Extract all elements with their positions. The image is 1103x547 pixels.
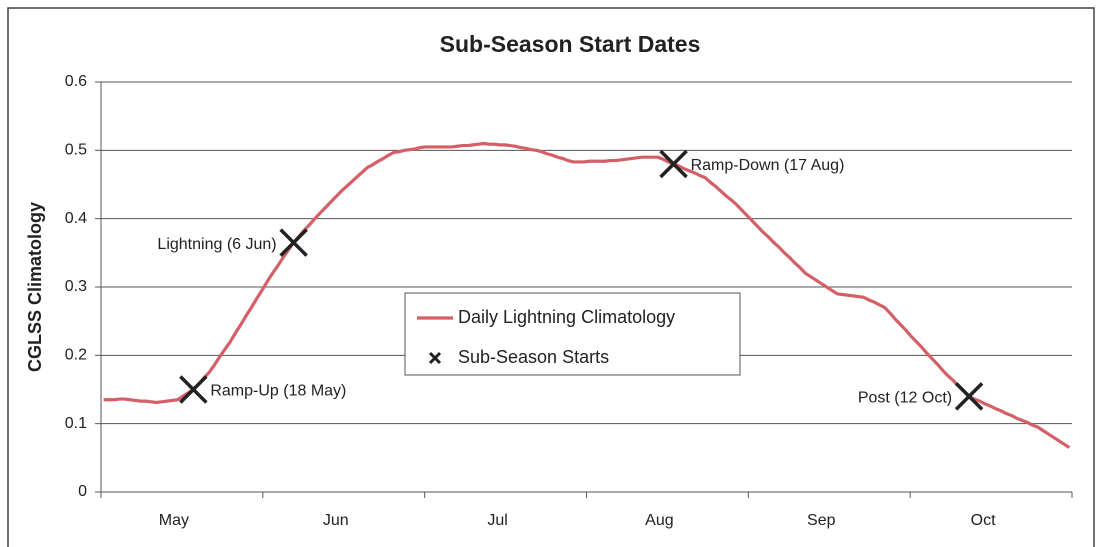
x-tick-label: Sep — [807, 512, 836, 529]
x-tick-label: Oct — [971, 512, 996, 529]
y-tick-label: 0 — [78, 483, 87, 500]
x-tick-label: May — [159, 512, 189, 529]
x-tick-label: Jul — [487, 512, 507, 529]
y-tick-label: 0.5 — [65, 142, 87, 159]
marker — [179, 375, 208, 404]
cross-stroke — [279, 228, 308, 257]
marker — [279, 228, 308, 257]
x-tick-label: Aug — [645, 512, 673, 529]
legend-label: Daily Lightning Climatology — [458, 307, 675, 327]
cross-stroke — [659, 149, 688, 179]
marker — [954, 382, 984, 411]
cross-stroke — [179, 375, 208, 404]
annotation: Ramp-Down (17 Aug) — [691, 157, 845, 174]
y-tick-label: 0.3 — [65, 278, 87, 295]
legend-box — [404, 292, 741, 376]
annotation: Post (12 Oct) — [858, 390, 952, 407]
marker — [659, 149, 688, 179]
legend-marker — [428, 351, 442, 365]
cross-stroke — [954, 382, 984, 411]
annotation: Lightning (6 Jun) — [157, 236, 276, 253]
cross-stroke — [428, 351, 442, 365]
legend-label: Sub-Season Starts — [458, 347, 609, 367]
y-axis-label: CGLSS Climatology — [25, 202, 45, 372]
chart-title: Sub-Season Start Dates — [440, 31, 701, 57]
y-tick-label: 0.6 — [65, 73, 87, 90]
y-tick-label: 0.1 — [65, 415, 87, 432]
y-tick-label: 0.2 — [65, 347, 87, 364]
chart-frame — [7, 7, 1095, 547]
annotation: Ramp-Up (18 May) — [210, 383, 346, 400]
y-tick-label: 0.4 — [65, 210, 87, 227]
data-line — [103, 141, 1071, 449]
x-tick-label: Jun — [323, 512, 349, 529]
